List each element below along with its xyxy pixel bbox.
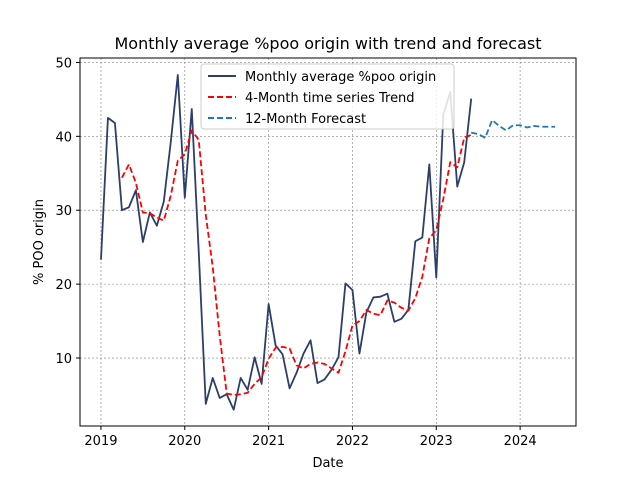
y-tick-label: 10 [55, 352, 72, 367]
series-line-trend [121, 129, 472, 396]
plot-area-frame [79, 57, 577, 427]
series-group [100, 74, 556, 411]
x-tick-label: 2020 [168, 434, 201, 449]
y-tick-label: 30 [55, 204, 72, 219]
y-axis-label: % POO origin [32, 199, 47, 285]
x-tick-label: 2021 [252, 434, 285, 449]
x-axis-label: Date [312, 456, 343, 471]
legend-box [200, 63, 455, 130]
chart-title: Monthly average %poo origin with trend a… [114, 34, 541, 53]
legend: Monthly average %poo origin 4-Month time… [200, 63, 455, 130]
ticks: 2019 2020 2021 2022 2023 2024 10 20 30 40 50 [55, 56, 536, 449]
legend-label-trend: 4-Month time series Trend [245, 91, 415, 106]
legend-label-monthly: Monthly average %poo origin [245, 70, 436, 85]
x-tick-label: 2023 [420, 434, 453, 449]
y-tick-label: 20 [55, 278, 72, 293]
legend-label-forecast: 12-Month Forecast [245, 112, 366, 127]
y-tick-label: 40 [55, 130, 72, 145]
series-line-monthly [100, 74, 473, 411]
x-tick-label: 2022 [336, 434, 369, 449]
x-tick-label: 2024 [504, 434, 537, 449]
x-tick-label: 2019 [84, 434, 117, 449]
y-tick-label: 50 [55, 56, 72, 71]
